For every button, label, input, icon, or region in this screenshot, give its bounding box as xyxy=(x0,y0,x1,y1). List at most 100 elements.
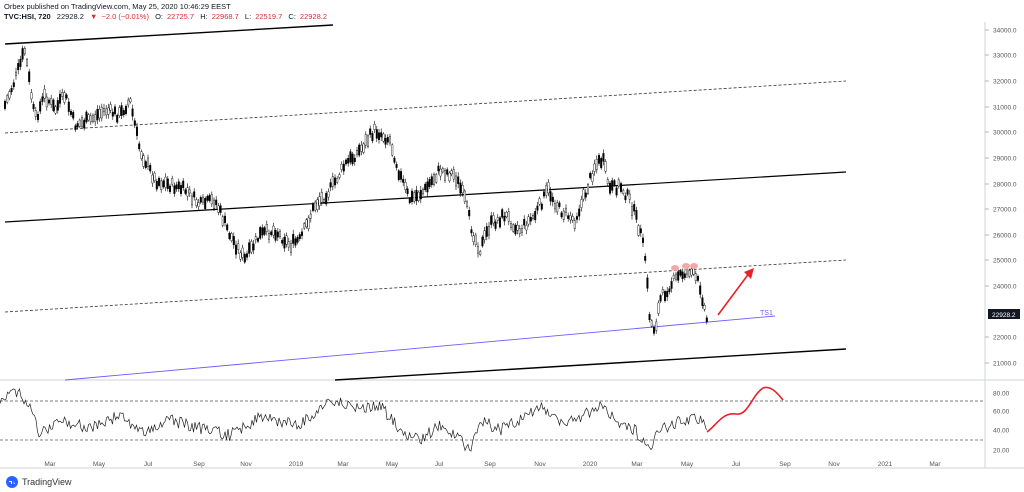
candle-body xyxy=(466,201,469,207)
candle-body xyxy=(595,158,598,170)
candle-body xyxy=(23,48,26,55)
candle-body xyxy=(562,210,565,220)
candle-body xyxy=(655,321,658,331)
candle-body xyxy=(606,179,609,184)
candle-body xyxy=(234,244,237,255)
candle-body xyxy=(384,137,387,145)
candle-body xyxy=(292,233,295,244)
candle-body xyxy=(349,151,352,163)
candle-body xyxy=(358,144,361,156)
candle-body xyxy=(96,109,99,121)
candle-body xyxy=(448,172,451,182)
time-tick-label: Mar xyxy=(929,461,941,468)
candle-body xyxy=(65,94,68,99)
candle-body xyxy=(270,231,273,236)
channel-upper-dashed-line[interactable] xyxy=(4,80,847,134)
candle-body xyxy=(635,210,638,220)
rsi-axis[interactable]: 80.00 60.00 40.00 20.00 xyxy=(993,391,1010,455)
rsi-tick-label: 80.00 xyxy=(993,391,1010,398)
candle-body xyxy=(265,224,268,232)
projection-arrow[interactable] xyxy=(717,271,751,316)
candle-body xyxy=(545,185,548,196)
channel-lower-dashed-line[interactable] xyxy=(4,259,847,313)
time-tick-label: May xyxy=(93,461,106,468)
rsi-tick-label: 40.00 xyxy=(993,428,1010,435)
candle-body xyxy=(402,178,405,183)
candle-body xyxy=(6,95,9,103)
candle-body xyxy=(12,82,15,88)
candle-body xyxy=(91,114,94,122)
candle-body xyxy=(697,276,700,281)
candle-body xyxy=(360,144,363,152)
candle-body xyxy=(28,71,31,83)
candle-body xyxy=(279,231,282,237)
candle-body xyxy=(250,241,253,253)
candle-body xyxy=(74,125,77,131)
candle-body xyxy=(446,169,449,175)
price-tick-label: 22000.0 xyxy=(993,335,1017,342)
candle-body xyxy=(105,108,108,116)
candle-body xyxy=(437,165,440,172)
candle-body xyxy=(395,164,398,168)
candle-body xyxy=(639,228,642,234)
candle-body xyxy=(351,153,354,165)
candle-body xyxy=(477,246,480,254)
candle-body xyxy=(133,120,136,126)
candle-body xyxy=(538,198,541,205)
candle-body xyxy=(164,176,167,188)
candle-body xyxy=(433,173,436,185)
candle-body xyxy=(272,225,275,236)
candle-body xyxy=(307,217,310,229)
channel-top-line[interactable] xyxy=(4,24,334,45)
candle-body xyxy=(602,153,605,162)
candle-body xyxy=(532,215,535,219)
candle-body xyxy=(364,134,367,146)
time-tick-label: Sep xyxy=(484,461,496,468)
candle-body xyxy=(3,100,6,109)
candle-body xyxy=(419,190,422,200)
candle-body xyxy=(573,220,576,229)
candle-body xyxy=(314,201,317,211)
candle-body xyxy=(525,225,528,231)
time-axis[interactable]: Mar May Jul Sep Nov 2019 Mar May Jul Sep Nov 2020 Ma… xyxy=(44,461,941,468)
price-axis[interactable]: 34000.0 33000.0 32000.0 31000.0 30000.0 29000… xyxy=(985,28,1017,368)
candle-body xyxy=(142,155,145,167)
candle-body xyxy=(375,129,378,139)
candle-body xyxy=(549,191,552,202)
candle-body xyxy=(107,107,110,115)
candle-body xyxy=(248,242,251,254)
candle-body xyxy=(215,199,218,206)
candle-body xyxy=(644,256,647,261)
candle-body xyxy=(204,198,207,210)
rsi-projection-curve[interactable] xyxy=(706,386,784,433)
time-tick-label: Mar xyxy=(631,461,643,468)
candle-body xyxy=(393,157,396,163)
candle-body xyxy=(576,216,579,220)
candle-body xyxy=(208,194,211,201)
candle-body xyxy=(529,216,532,222)
candle-body xyxy=(657,302,660,314)
channel-bottom-line[interactable] xyxy=(334,348,847,381)
time-tick-label: 2020 xyxy=(583,461,598,468)
candle-body xyxy=(94,114,97,122)
candle-body xyxy=(516,224,519,231)
candle-body xyxy=(472,235,475,242)
candle-body xyxy=(85,111,88,123)
candle-body xyxy=(694,273,697,282)
price-tick-label: 25000.0 xyxy=(993,258,1017,265)
symbol-name[interactable]: TVC:HSI, 720 xyxy=(4,12,51,21)
arrow-head-icon xyxy=(744,268,754,279)
candle-body xyxy=(411,190,414,202)
candle-body xyxy=(362,143,365,153)
price-tick-label: 28000.0 xyxy=(993,182,1017,189)
trendline-ts1[interactable] xyxy=(64,315,776,381)
candle-body xyxy=(613,180,616,186)
channel-middle-line[interactable] xyxy=(4,171,847,223)
candle-body xyxy=(309,213,312,219)
candle-body xyxy=(129,98,132,103)
candle-body xyxy=(8,91,11,99)
candle-body xyxy=(268,233,271,240)
candle-body xyxy=(675,273,678,280)
candle-body xyxy=(558,202,561,207)
